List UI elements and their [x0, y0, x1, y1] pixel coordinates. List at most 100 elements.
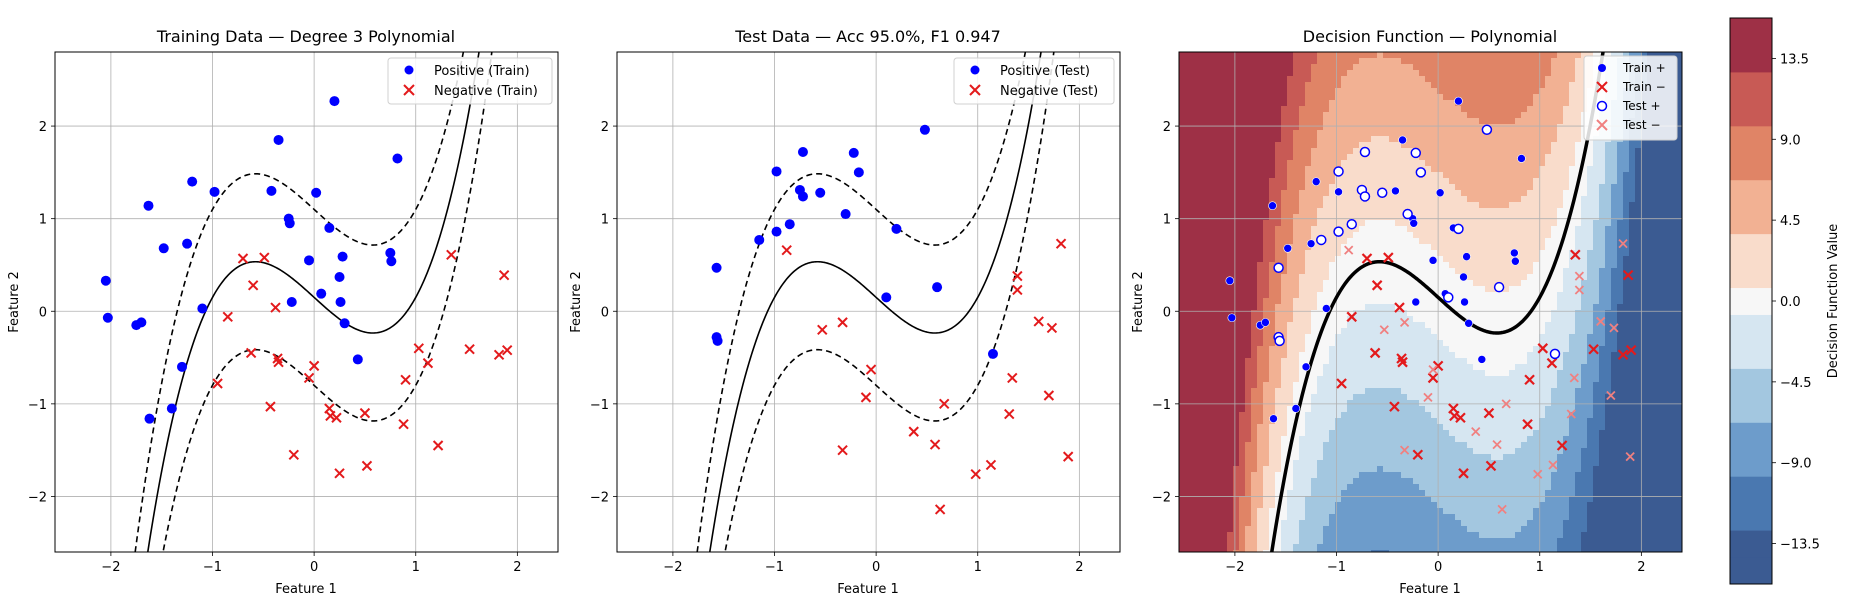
- heatmap-cell: [1371, 76, 1378, 83]
- heatmap-cell: [1341, 550, 1348, 552]
- heatmap-cell: [1287, 232, 1294, 239]
- heatmap-cell: [1443, 94, 1450, 101]
- heatmap-cell: [1347, 496, 1354, 503]
- heatmap-cell: [1473, 364, 1480, 371]
- heatmap-cell: [1203, 388, 1210, 395]
- heatmap-cell: [1233, 334, 1240, 341]
- heatmap-cell: [1245, 322, 1252, 329]
- heatmap-cell: [1311, 406, 1318, 413]
- heatmap-cell: [1185, 184, 1192, 191]
- heatmap-cell: [1365, 466, 1372, 473]
- heatmap-cell: [1203, 154, 1210, 161]
- heatmap-cell: [1233, 64, 1240, 71]
- heatmap-cell: [1377, 148, 1384, 155]
- heatmap-cell: [1515, 430, 1522, 437]
- heatmap-cell: [1413, 136, 1420, 143]
- heatmap-cell: [1365, 514, 1372, 521]
- heatmap-cell: [1425, 352, 1432, 359]
- heatmap-cell: [1431, 406, 1438, 413]
- heatmap-cell: [1347, 184, 1354, 191]
- heatmap-cell: [1419, 508, 1426, 515]
- heatmap-cell: [1377, 550, 1384, 552]
- heatmap-cell: [1281, 106, 1288, 113]
- heatmap-cell: [1257, 442, 1264, 449]
- heatmap-cell: [1257, 292, 1264, 299]
- heatmap-cell: [1479, 214, 1486, 221]
- heatmap-cell: [1461, 130, 1468, 137]
- heatmap-cell: [1425, 358, 1432, 365]
- heatmap-cell: [1215, 190, 1222, 197]
- x-tick-label: −2: [663, 560, 682, 575]
- heatmap-cell: [1311, 160, 1318, 167]
- heatmap-cell: [1203, 544, 1210, 551]
- heatmap-cell: [1401, 124, 1408, 131]
- heatmap-cell: [1353, 142, 1360, 149]
- heatmap-cell: [1437, 76, 1444, 83]
- heatmap-cell: [1311, 88, 1318, 95]
- heatmap-cell: [1227, 292, 1234, 299]
- heatmap-cell: [1509, 148, 1516, 155]
- heatmap-cell: [1305, 124, 1312, 131]
- heatmap-cell: [1215, 352, 1222, 359]
- heatmap-cell: [1353, 358, 1360, 365]
- heatmap-cell: [1419, 442, 1426, 449]
- heatmap-cell: [1461, 310, 1468, 317]
- heatmap-cell: [1341, 472, 1348, 479]
- heatmap-cell: [1287, 400, 1294, 407]
- heatmap-cell: [1281, 76, 1288, 83]
- heatmap-cell: [1509, 142, 1516, 149]
- heatmap-cell: [1197, 286, 1204, 293]
- heatmap-cell: [1365, 88, 1372, 95]
- heatmap-cell: [1425, 64, 1432, 71]
- heatmap-cell: [1305, 70, 1312, 77]
- heatmap-cell: [1179, 76, 1186, 83]
- heatmap-cell: [1473, 298, 1480, 305]
- heatmap-cell: [1215, 274, 1222, 281]
- heatmap-cell: [1323, 262, 1330, 269]
- heatmap-cell: [1461, 226, 1468, 233]
- heatmap-cell: [1239, 232, 1246, 239]
- heatmap-cell: [1371, 538, 1378, 545]
- heatmap-cell: [1305, 484, 1312, 491]
- heatmap-cell: [1491, 64, 1498, 71]
- heatmap-cell: [1365, 280, 1372, 287]
- heatmap-cell: [1257, 388, 1264, 395]
- heatmap-cell: [1257, 154, 1264, 161]
- heatmap-cell: [1251, 550, 1258, 552]
- heatmap-cell: [1389, 184, 1396, 191]
- heatmap-cell: [1263, 484, 1270, 491]
- heatmap-cell: [1305, 250, 1312, 257]
- heatmap-cell: [1341, 316, 1348, 323]
- heatmap-cell: [1257, 334, 1264, 341]
- heatmap-cell: [1197, 160, 1204, 167]
- heatmap-cell: [1389, 130, 1396, 137]
- data-point-negative: [247, 280, 259, 291]
- heatmap-cell: [1305, 310, 1312, 317]
- heatmap-cell: [1281, 286, 1288, 293]
- heatmap-cell: [1197, 64, 1204, 71]
- heatmap-cell: [1263, 226, 1270, 233]
- heatmap-cell: [1257, 328, 1264, 335]
- heatmap-cell: [1497, 130, 1504, 137]
- heatmap-cell: [1515, 214, 1522, 221]
- heatmap-cell: [1215, 118, 1222, 125]
- heatmap-cell: [1281, 382, 1288, 389]
- heatmap-cell: [1353, 190, 1360, 197]
- heatmap-cell: [1377, 448, 1384, 455]
- heatmap-cell: [1293, 256, 1300, 263]
- heatmap-cell: [1467, 388, 1474, 395]
- heatmap-cell: [1353, 316, 1360, 323]
- heatmap-cell: [1473, 340, 1480, 347]
- heatmap-cell: [1509, 544, 1516, 551]
- heatmap-cell: [1443, 538, 1450, 545]
- heatmap-cell: [1299, 268, 1306, 275]
- heatmap-cell: [1209, 262, 1216, 269]
- heatmap-cell: [1257, 160, 1264, 167]
- heatmap-cell: [1413, 232, 1420, 239]
- heatmap-cell: [1383, 136, 1390, 143]
- heatmap-cell: [1401, 94, 1408, 101]
- heatmap-cell: [1377, 484, 1384, 491]
- heatmap-cell: [1239, 496, 1246, 503]
- heatmap-cell: [1227, 412, 1234, 419]
- heatmap-cell: [1227, 64, 1234, 71]
